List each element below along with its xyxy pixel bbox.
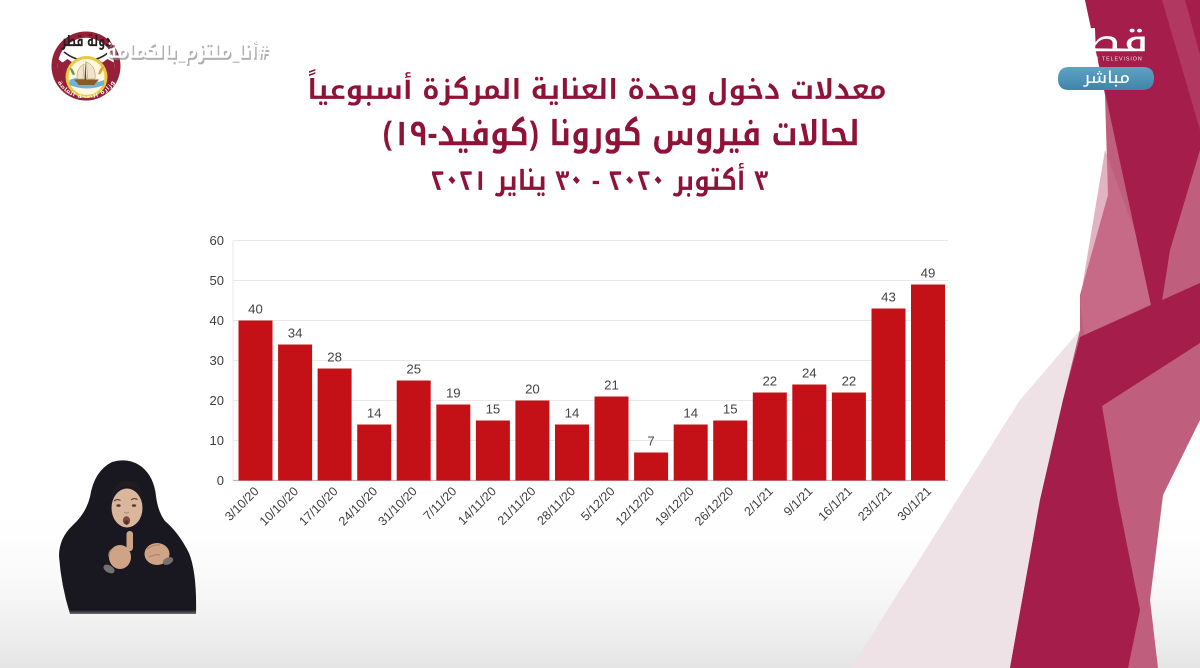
svg-text:0: 0 — [217, 473, 224, 488]
svg-text:20: 20 — [525, 382, 540, 397]
svg-text:40: 40 — [248, 302, 263, 317]
svg-text:49: 49 — [921, 266, 936, 281]
svg-text:34: 34 — [288, 326, 303, 341]
svg-text:30: 30 — [210, 353, 224, 368]
svg-text:43: 43 — [881, 290, 896, 305]
svg-text:15: 15 — [723, 402, 738, 417]
svg-text:14: 14 — [367, 406, 382, 421]
svg-text:21: 21 — [604, 378, 619, 393]
svg-text:20: 20 — [210, 393, 224, 408]
svg-text:QATAR TELEVISION: QATAR TELEVISION — [1077, 57, 1142, 63]
svg-text:50: 50 — [210, 273, 224, 288]
svg-text:28: 28 — [327, 350, 342, 365]
svg-text:15: 15 — [486, 402, 501, 417]
svg-text:22: 22 — [762, 374, 777, 389]
svg-text:60: 60 — [210, 233, 224, 248]
svg-text:22: 22 — [842, 374, 857, 389]
svg-text:10: 10 — [210, 433, 224, 448]
svg-text:7: 7 — [647, 434, 654, 449]
svg-text:40: 40 — [210, 313, 224, 328]
svg-text:14: 14 — [683, 406, 698, 421]
svg-text:24: 24 — [802, 366, 817, 381]
svg-text:19: 19 — [446, 386, 461, 401]
svg-text:25: 25 — [406, 362, 421, 377]
svg-text:14: 14 — [565, 406, 580, 421]
